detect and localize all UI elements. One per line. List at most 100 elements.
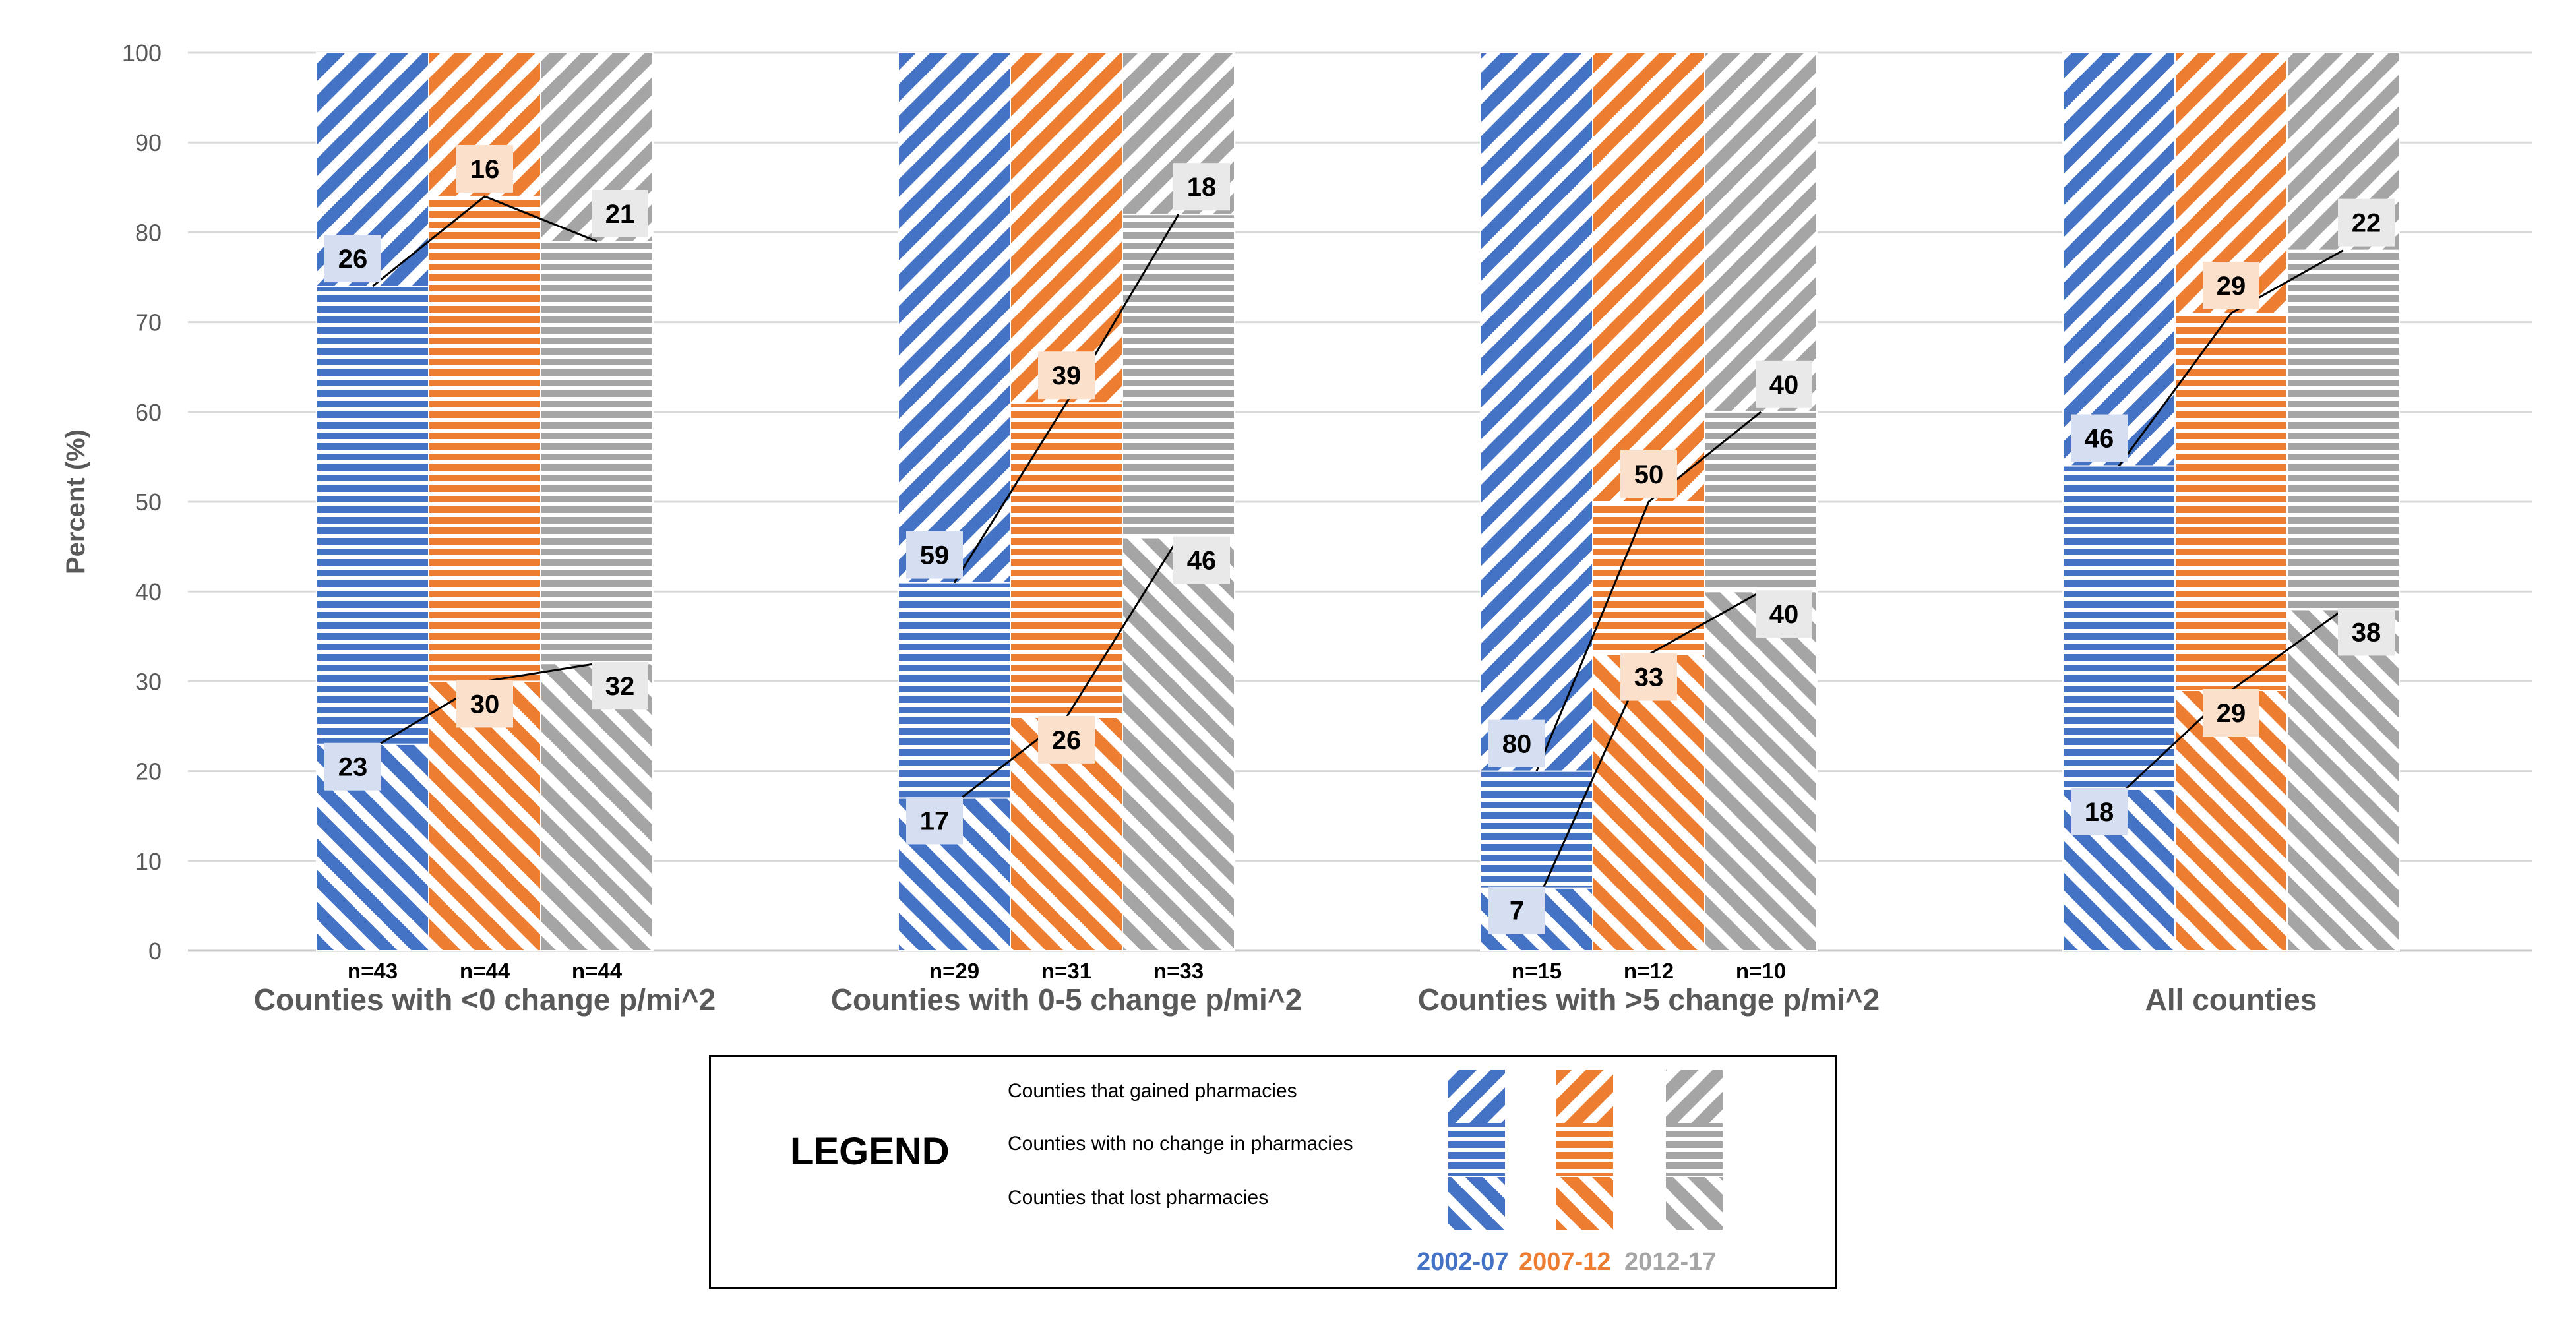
legend-swatch-gained	[1666, 1070, 1723, 1123]
x-category-label: Counties with <0 change p/mi^2	[254, 982, 716, 1017]
bar-segment-gained	[2062, 52, 2176, 467]
data-label-gained: 21	[605, 200, 635, 229]
data-label-gained: 16	[470, 155, 500, 184]
data-label-lost-bg	[1756, 590, 1812, 638]
legend-swatch-gained	[1556, 1070, 1613, 1123]
data-label-lost-bg	[2071, 787, 2128, 835]
data-label-lost-bg	[592, 662, 648, 710]
y-tick-label: 60	[135, 399, 162, 426]
legend-swatch-lost	[1666, 1177, 1723, 1230]
data-label-gained: 39	[1052, 361, 1082, 390]
data-label-gained-bg	[456, 144, 513, 193]
data-label-gained-bg	[1756, 360, 1812, 408]
data-label-lost: 18	[2085, 798, 2114, 827]
bar-segment-no_change	[1480, 770, 1593, 889]
bar-segment-no_change	[1704, 411, 1818, 593]
bar-segment-no_change	[898, 582, 1011, 799]
data-label-gained: 22	[2352, 209, 2381, 238]
y-axis-title: Percent (%)	[61, 429, 90, 574]
legend-swatch-lost	[1556, 1177, 1613, 1230]
n-label: n=44	[572, 959, 623, 983]
bar-segment-lost	[1704, 591, 1818, 951]
n-label: n=31	[1041, 959, 1091, 983]
legend-swatch-no_change	[1666, 1123, 1723, 1176]
data-label-lost: 29	[2217, 699, 2246, 728]
data-label-lost-bg	[2338, 608, 2395, 656]
y-tick-label: 90	[135, 129, 162, 156]
data-label-lost-bg	[456, 680, 513, 728]
y-tick-label: 30	[135, 668, 162, 695]
data-label-lost-bg	[1038, 715, 1095, 764]
data-label-lost-bg	[2203, 689, 2259, 737]
bar-segment-lost	[1122, 537, 1235, 951]
trend-line-gained	[2118, 249, 2344, 467]
legend-title: LEGEND	[790, 1130, 950, 1173]
data-label-lost: 30	[470, 690, 500, 719]
data-label-gained: 80	[1502, 730, 1532, 759]
data-label-lost: 40	[1769, 600, 1799, 629]
data-label-gained: 46	[2085, 425, 2114, 454]
n-label: n=43	[348, 959, 398, 983]
bar-segment-no_change	[2286, 249, 2400, 611]
data-label-gained-bg	[2203, 261, 2259, 309]
bar-segment-gained	[1480, 52, 1593, 772]
y-tick-label: 20	[135, 758, 162, 785]
bar-segment-lost	[2286, 609, 2400, 951]
n-label: n=12	[1624, 959, 1674, 983]
data-label-gained-bg	[1173, 163, 1230, 211]
data-label-lost: 32	[605, 672, 635, 701]
trend-line-gained	[372, 195, 598, 287]
y-tick-label: 50	[135, 489, 162, 516]
bar-segment-no_change	[428, 195, 541, 682]
data-label-lost: 17	[920, 806, 950, 835]
data-label-lost: 7	[1510, 897, 1524, 926]
legend-label-gained: Counties that gained pharmacies	[1008, 1080, 1297, 1102]
bar-segment-no_change	[1592, 501, 1705, 655]
legend-label-no-change: Counties with no change in pharmacies	[1008, 1133, 1353, 1155]
data-label-lost-bg	[1620, 653, 1677, 701]
n-label: n=29	[929, 959, 979, 983]
x-category-label: Counties with 0-5 change p/mi^2	[831, 982, 1302, 1017]
data-label-gained: 59	[920, 541, 950, 570]
n-label: n=44	[460, 959, 510, 983]
data-label-lost-bg	[1173, 536, 1230, 584]
bar-segment-no_change	[1122, 214, 1235, 539]
data-label-lost-bg	[906, 797, 963, 845]
bar-segment-gained	[1704, 52, 1818, 413]
n-label: n=10	[1736, 959, 1786, 983]
y-tick-label: 100	[122, 40, 162, 67]
y-tick-label: 40	[135, 578, 162, 605]
data-label-gained: 26	[338, 245, 368, 274]
legend: LEGEND Counties that gained pharmacies C…	[709, 1055, 1837, 1289]
data-label-gained: 29	[2217, 272, 2246, 301]
data-label-gained-bg	[1620, 450, 1677, 498]
legend-swatch-no_change	[1448, 1123, 1505, 1176]
trend-line-gained	[953, 214, 1180, 584]
bar-segment-gained	[1592, 52, 1705, 502]
data-label-gained: 40	[1769, 371, 1799, 400]
y-tick-label: 10	[135, 848, 162, 875]
x-category-label: Counties with >5 change p/mi^2	[1418, 982, 1880, 1017]
data-label-gained-bg	[592, 190, 648, 238]
trend-line-gained	[1535, 411, 1762, 772]
bar-segment-no_change	[2062, 465, 2176, 790]
bar-segment-gained	[1010, 52, 1123, 404]
legend-year-2007-12: 2007-12	[1519, 1248, 1611, 1276]
legend-swatches	[1448, 1070, 1723, 1230]
data-label-gained-bg	[324, 235, 381, 283]
legend-label-lost: Counties that lost pharmacies	[1008, 1187, 1269, 1209]
data-label-lost: 26	[1052, 726, 1082, 755]
y-tick-label: 80	[135, 219, 162, 246]
data-label-lost: 38	[2352, 618, 2381, 647]
legend-swatch-no_change	[1556, 1123, 1613, 1176]
bar-segment-gained	[898, 52, 1011, 584]
n-label: n=33	[1153, 959, 1204, 983]
data-label-lost-bg	[1488, 886, 1545, 934]
bar-segment-no_change	[316, 286, 429, 745]
data-label-gained: 50	[1634, 460, 1664, 489]
data-label-lost: 46	[1187, 546, 1217, 575]
data-label-gained-bg	[1488, 719, 1545, 767]
y-tick-label: 0	[148, 938, 162, 965]
data-label-lost: 23	[338, 753, 368, 782]
